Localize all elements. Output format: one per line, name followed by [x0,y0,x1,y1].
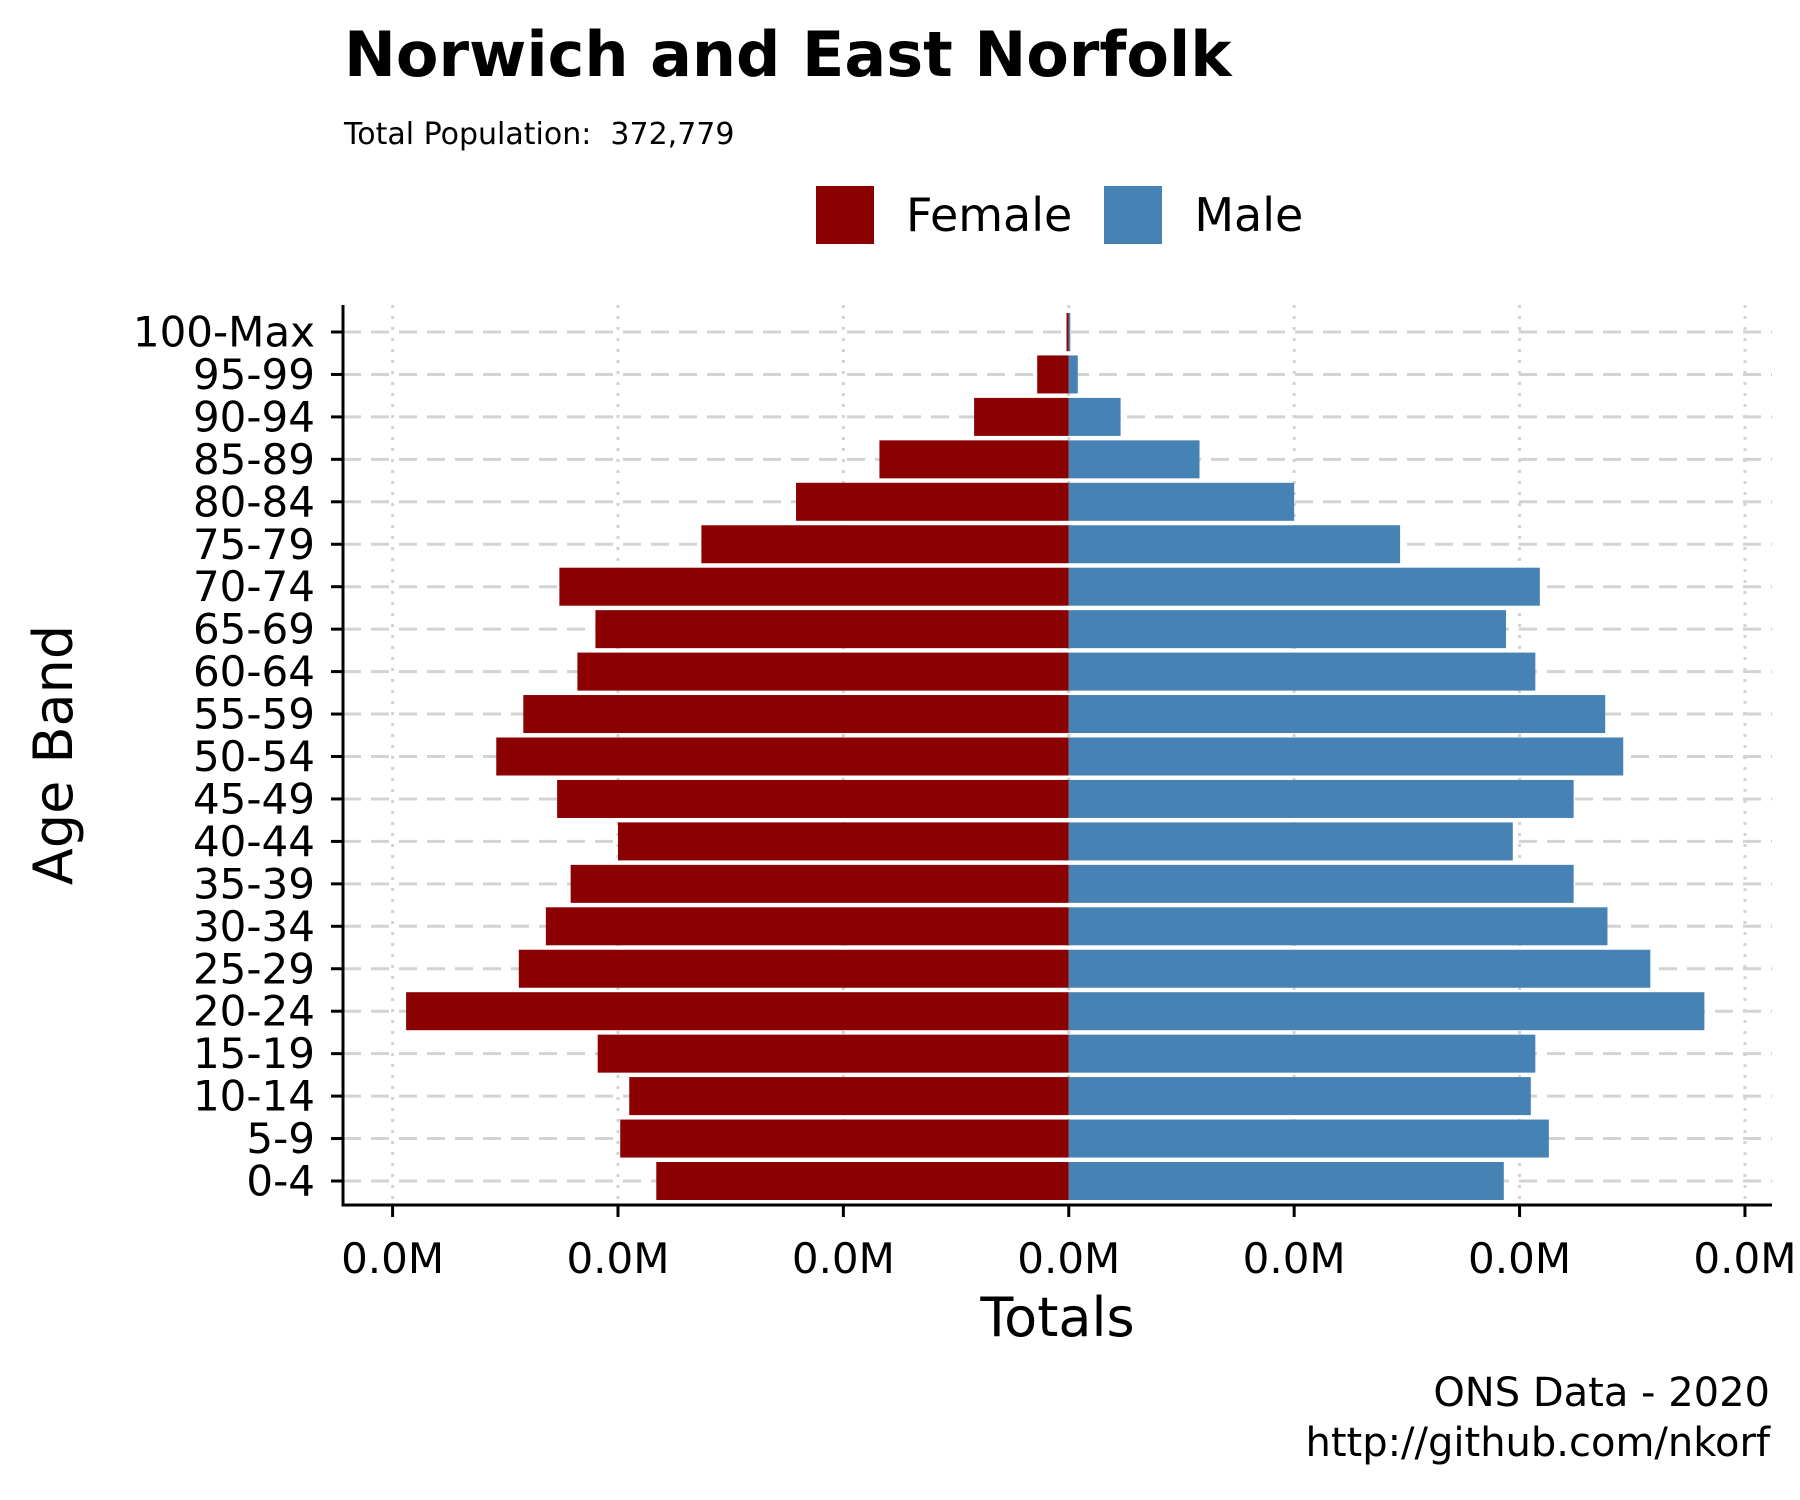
y-tick-label-35-39: 35-39 [193,859,315,908]
legend-label-male: Male [1194,188,1304,242]
bar-male-95-99 [1068,355,1078,394]
bar-female-45-49 [557,779,1069,818]
bar-male-30-34 [1068,907,1608,946]
x-tick-label-1: 0.0M [566,1234,669,1283]
legend-item-female: Female [816,186,1072,244]
bar-male-60-64 [1068,652,1536,691]
y-tick-label-20-24: 20-24 [193,987,315,1036]
bar-female-5-9 [620,1119,1069,1158]
bar-male-35-39 [1068,864,1574,903]
bar-male-55-59 [1068,695,1606,734]
y-tick-label-70-74: 70-74 [193,562,315,611]
bar-female-20-24 [406,992,1069,1031]
bar-female-55-59 [523,695,1069,734]
x-tick-label-2: 0.0M [792,1234,895,1283]
y-tick-label-55-59: 55-59 [193,690,315,739]
y-tick-label-65-69: 65-69 [193,605,315,654]
bars [406,313,1705,1200]
bar-male-70-74 [1068,567,1540,606]
bar-female-40-44 [617,822,1069,861]
x-tick-label-0: 0.0M [341,1234,444,1283]
bar-male-15-19 [1068,1034,1536,1073]
y-tick-label-45-49: 45-49 [193,774,315,823]
y-tick-label-10-14: 10-14 [193,1072,315,1121]
y-tick-label-0-4: 0-4 [246,1157,315,1206]
bar-female-100-Max [1066,313,1069,351]
bar-female-80-84 [796,482,1069,521]
caption: ONS Data - 2020 http://github.com/nkorf [1305,1368,1770,1468]
bar-male-65-69 [1068,610,1507,649]
y-tick-label-25-29: 25-29 [193,944,315,993]
legend-label-female: Female [906,188,1073,242]
x-tick-label-4: 0.0M [1243,1234,1346,1283]
x-tick-label-6: 0.0M [1693,1234,1796,1283]
bar-male-40-44 [1068,822,1513,861]
bar-male-0-4 [1068,1162,1504,1200]
y-tick-label-50-54: 50-54 [193,732,315,781]
y-tick-label-30-34: 30-34 [193,902,315,951]
bar-male-90-94 [1068,397,1121,436]
chart-subtitle: Total Population: 372,779 [344,117,735,152]
bar-male-85-89 [1068,440,1200,479]
caption-source: ONS Data - 2020 [1433,1370,1770,1416]
bar-female-10-14 [629,1077,1069,1116]
legend-item-male: Male [1104,186,1303,244]
y-axis-title: Age Band [22,625,85,885]
y-tick-label-60-64: 60-64 [193,647,315,696]
y-tick-label-75-79: 75-79 [193,520,315,569]
legend-swatch-male [1104,186,1163,244]
bar-female-25-29 [518,949,1069,988]
y-tick-label-100-Max: 100-Max [133,308,315,357]
bar-female-90-94 [974,397,1069,436]
axis-labels: 0-45-910-1415-1920-2425-2930-3435-3940-4… [22,308,1796,1350]
axes [331,305,1772,1217]
bar-female-75-79 [701,525,1069,564]
x-axis-title: Totals [979,1286,1134,1349]
bar-female-35-39 [570,864,1069,903]
caption-url: http://github.com/nkorf [1305,1420,1770,1466]
bar-female-65-69 [595,610,1069,649]
bar-male-75-79 [1068,525,1401,564]
y-tick-label-5-9: 5-9 [246,1114,315,1163]
bar-female-30-34 [545,907,1069,946]
chart-title: Norwich and East Norfolk [344,18,1232,91]
bar-male-45-49 [1068,779,1574,818]
legend: Female Male [816,185,1335,245]
x-tick-label-3: 0.0M [1017,1234,1120,1283]
bar-female-85-89 [879,440,1069,479]
bar-male-5-9 [1068,1119,1549,1158]
y-tick-label-90-94: 90-94 [193,392,315,441]
bar-male-80-84 [1068,482,1295,521]
bar-female-95-99 [1037,355,1069,394]
bar-male-25-29 [1068,949,1651,988]
bar-female-70-74 [559,567,1069,606]
y-tick-label-40-44: 40-44 [193,817,315,866]
bar-female-0-4 [656,1162,1069,1200]
y-tick-label-15-19: 15-19 [193,1029,315,1078]
y-tick-label-95-99: 95-99 [193,350,315,399]
x-tick-label-5: 0.0M [1468,1234,1571,1283]
bar-male-10-14 [1068,1077,1531,1116]
bar-male-50-54 [1068,737,1624,776]
legend-swatch-female [816,186,874,244]
bar-female-60-64 [577,652,1069,691]
bar-female-50-54 [496,737,1069,776]
y-tick-label-85-89: 85-89 [193,435,315,484]
y-tick-label-80-84: 80-84 [193,477,315,526]
bar-female-15-19 [597,1034,1069,1073]
bar-male-100-Max [1068,313,1071,351]
bar-male-20-24 [1068,992,1705,1031]
